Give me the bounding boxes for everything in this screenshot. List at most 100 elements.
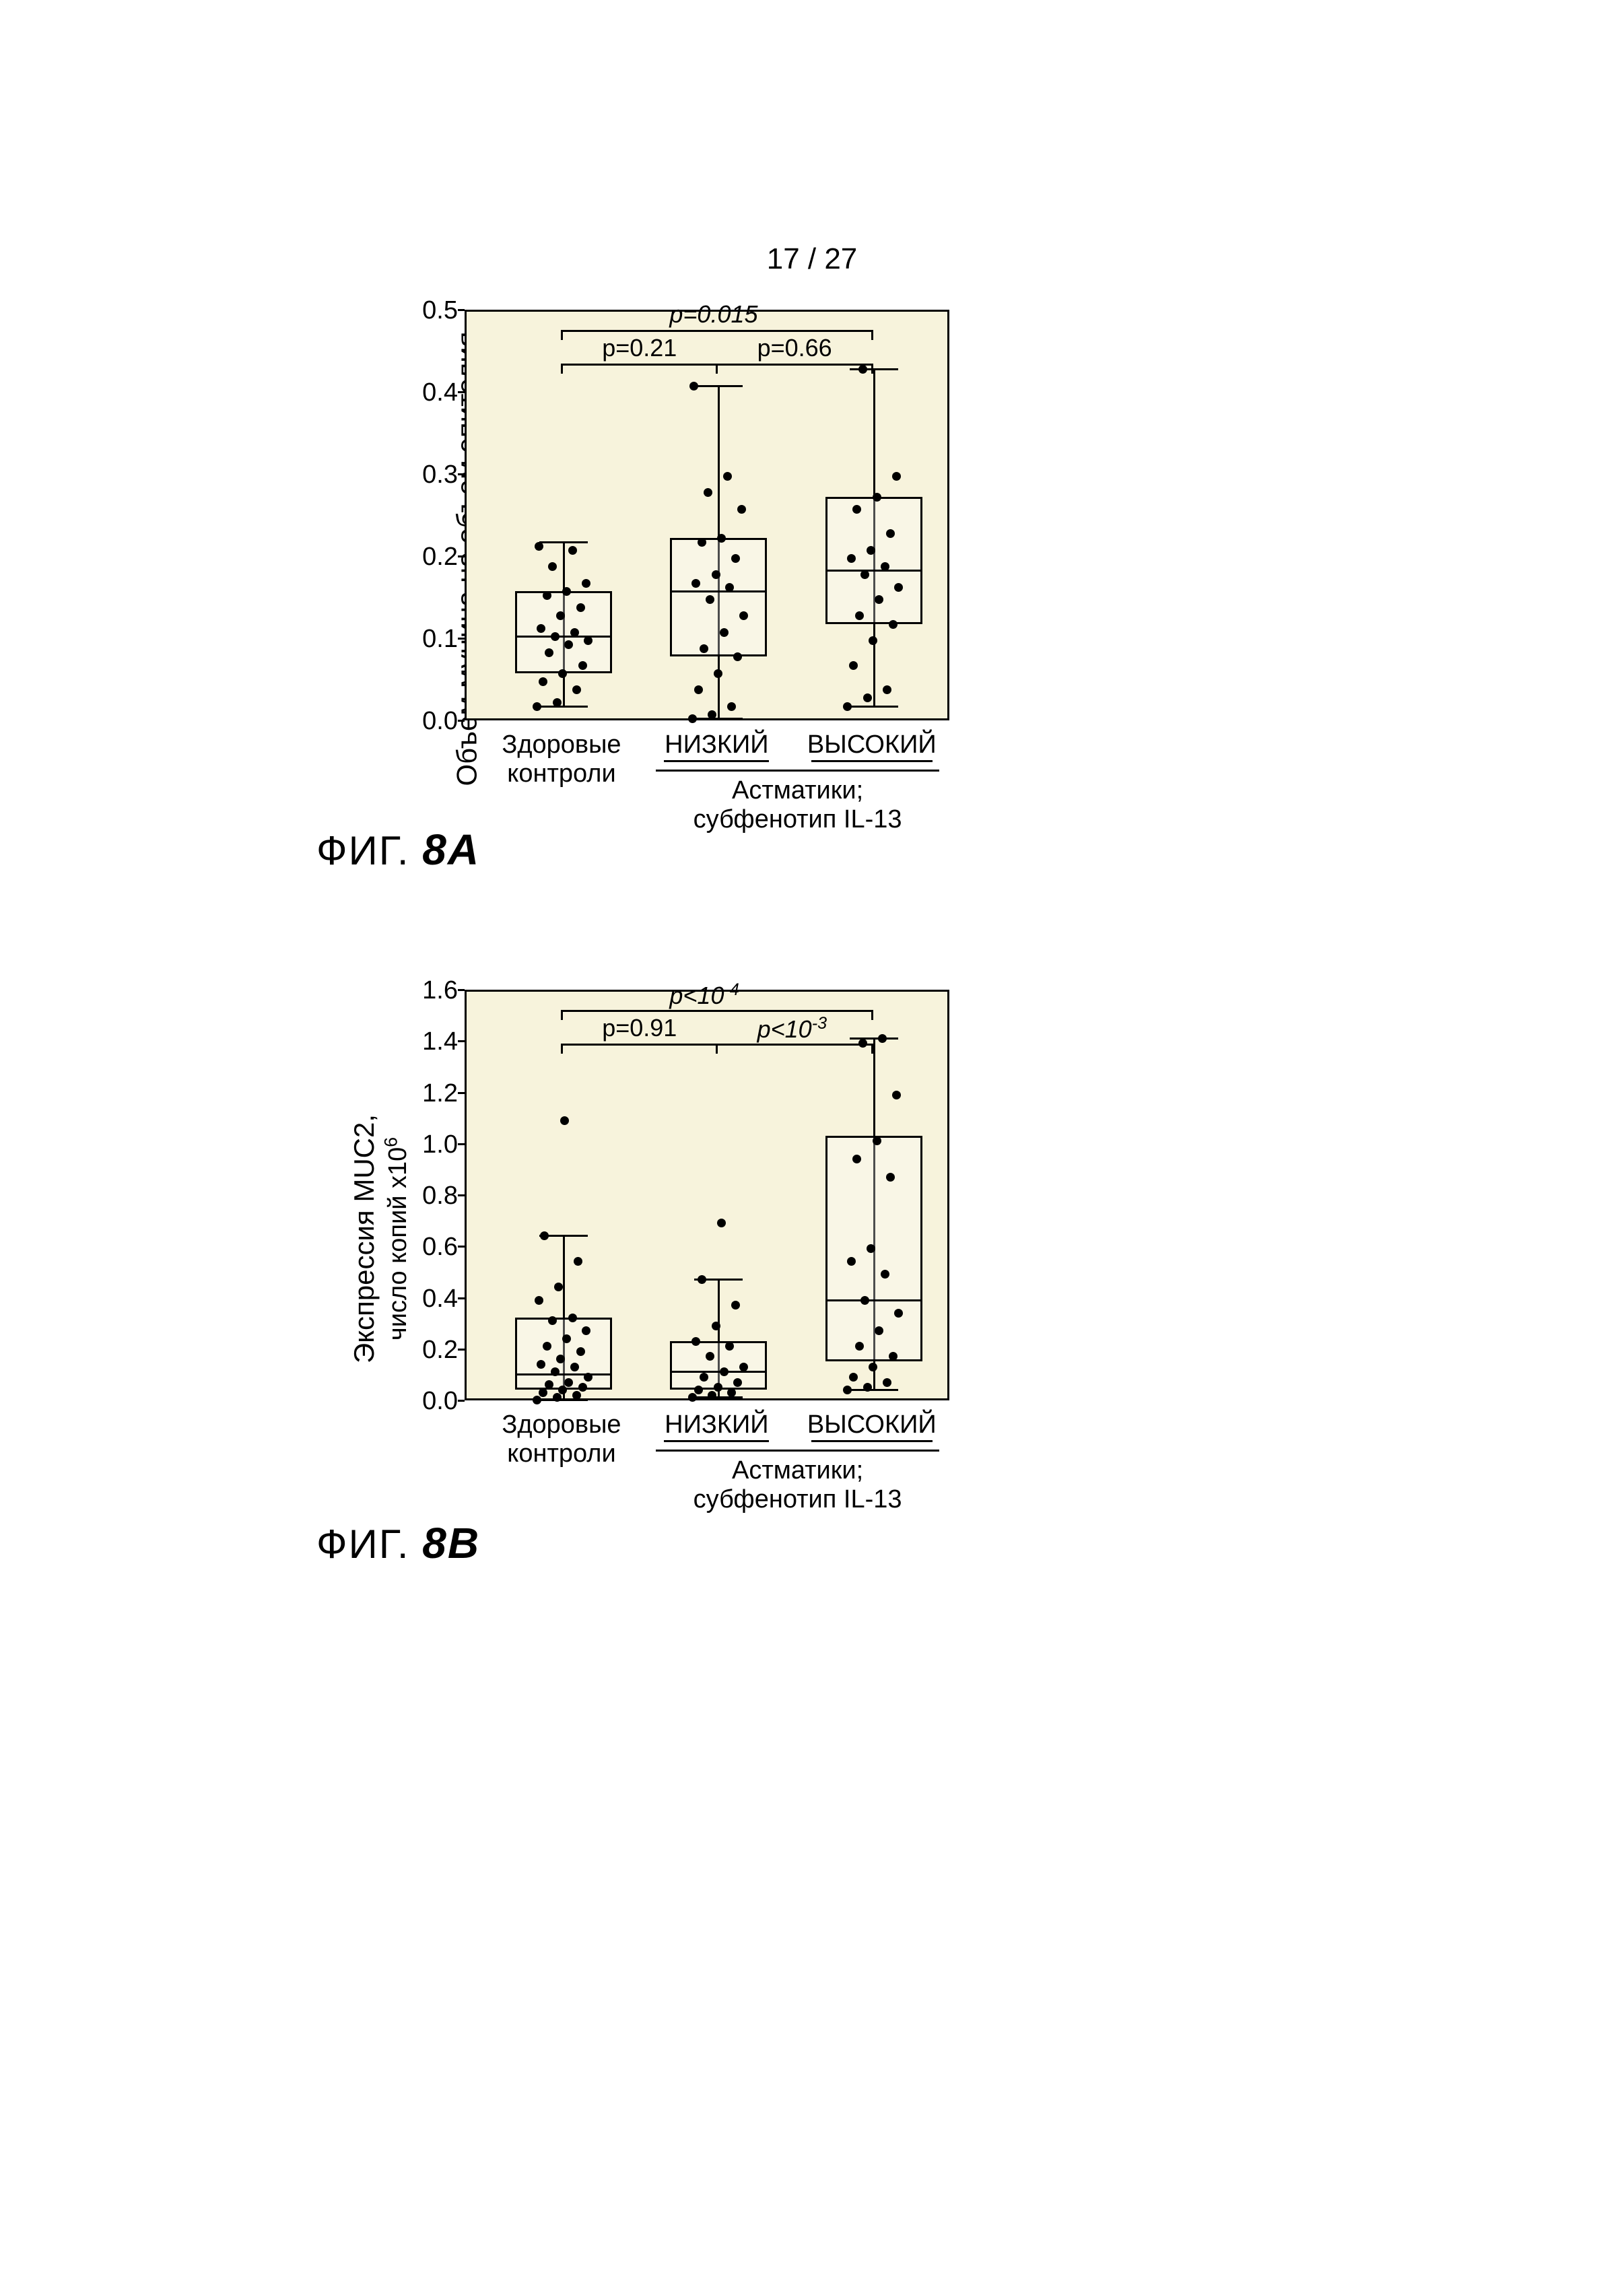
data-point — [717, 1219, 726, 1227]
data-point — [539, 1388, 547, 1397]
fig-b-ylabel-line2: число копий x106 — [384, 1137, 412, 1340]
data-point — [739, 1363, 748, 1371]
ytick-mark — [458, 638, 465, 640]
pvalue-bar — [562, 364, 716, 366]
data-point — [720, 1367, 729, 1376]
figure-8b-chart: Экспрессия MUC2, число копий x106 0.00.2… — [316, 983, 990, 1495]
ytick-mark — [458, 720, 465, 722]
data-point — [733, 652, 742, 661]
data-point — [723, 472, 732, 481]
whisker-cap — [850, 706, 898, 708]
ytick-mark — [458, 1143, 465, 1145]
data-point — [578, 661, 587, 670]
pvalue-bar — [716, 1044, 871, 1046]
pvalue-right: p=0.66 — [757, 334, 832, 362]
ytick-label: 1.4 — [417, 1027, 458, 1056]
data-point — [562, 587, 571, 596]
data-point — [886, 1173, 895, 1182]
pvalue-bar — [562, 330, 872, 332]
data-point — [717, 534, 726, 543]
pvalue-left: p=0.91 — [602, 1014, 677, 1042]
data-point — [540, 1231, 549, 1240]
ytick-mark — [458, 1246, 465, 1248]
ytick-label: 0.6 — [417, 1233, 458, 1262]
box — [825, 497, 922, 624]
data-point — [551, 632, 560, 641]
group-bracket — [656, 770, 939, 772]
pvalue-tick — [561, 364, 563, 374]
data-point — [704, 488, 712, 497]
pvalue-overall: p<10-4 — [669, 980, 739, 1010]
whisker-cap — [539, 1399, 588, 1401]
data-point — [847, 554, 856, 563]
data-point — [889, 1352, 898, 1361]
median-line — [825, 570, 922, 572]
data-point — [843, 702, 852, 711]
data-point — [537, 1360, 545, 1369]
fig-a-label-suffix: 8A — [422, 825, 480, 874]
figure-8a-label: ФИГ. 8A — [316, 825, 480, 875]
data-point — [708, 710, 716, 719]
ytick-label: 0.5 — [417, 296, 458, 325]
median-line — [515, 1373, 612, 1375]
underline — [664, 1440, 769, 1442]
data-point — [725, 583, 734, 592]
pvalue-tick — [716, 1044, 718, 1054]
ytick-label: 0.8 — [417, 1182, 458, 1211]
whisker-cap — [694, 385, 743, 387]
x-sublabel: Астматики;субфенотип IL-13 — [642, 1456, 952, 1514]
whisker-cap — [694, 1396, 743, 1398]
ytick-label: 1.0 — [417, 1130, 458, 1159]
data-point — [858, 365, 867, 374]
box — [515, 591, 612, 673]
ytick-mark — [458, 1040, 465, 1042]
data-point — [892, 1091, 901, 1099]
data-point — [548, 562, 557, 571]
data-point — [574, 1257, 582, 1266]
data-point — [727, 702, 736, 711]
data-point — [881, 562, 889, 571]
fig-a-plot-area — [465, 310, 949, 720]
data-point — [733, 1378, 742, 1387]
data-point — [543, 591, 551, 600]
page-number: 17 / 27 — [767, 242, 858, 276]
data-point — [570, 1363, 579, 1371]
data-point — [570, 628, 579, 637]
figure-8b-label: ФИГ. 8B — [316, 1518, 480, 1568]
ytick-mark — [458, 473, 465, 475]
whisker-cap — [850, 1038, 898, 1040]
data-point — [869, 1363, 877, 1371]
data-point — [694, 1386, 703, 1394]
fig-b-ylabel-line1: Экспрессия MUC2, — [348, 1114, 380, 1363]
x-category-high: ВЫСОКИЙ — [805, 730, 939, 759]
data-point — [883, 1378, 891, 1387]
data-point — [568, 1314, 577, 1322]
data-point — [714, 1383, 722, 1392]
pvalue-bar — [562, 1010, 872, 1012]
data-point — [731, 1301, 740, 1309]
underline — [664, 760, 769, 762]
data-point — [737, 505, 746, 514]
data-point — [694, 685, 703, 694]
data-point — [708, 1391, 716, 1400]
pvalue-tick — [871, 1010, 873, 1020]
x-category-low: НИЗКИЙ — [656, 730, 777, 759]
data-point — [714, 669, 722, 678]
data-point — [554, 1283, 563, 1291]
x-category-healthy: Здоровыеконтроли — [487, 1410, 636, 1468]
data-point — [869, 636, 877, 645]
ytick-mark — [458, 1194, 465, 1196]
data-point — [576, 603, 585, 612]
ytick-mark — [458, 555, 465, 557]
box — [670, 538, 767, 657]
data-point — [582, 579, 590, 588]
ytick-label: 0.0 — [417, 707, 458, 736]
pvalue-tick — [871, 330, 873, 340]
box — [670, 1341, 767, 1390]
ytick-mark — [458, 1297, 465, 1299]
group-bracket — [656, 1450, 939, 1452]
ytick-label: 1.2 — [417, 1079, 458, 1108]
data-point — [551, 1367, 560, 1376]
fig-b-label-prefix: ФИГ. — [316, 1522, 410, 1567]
data-point — [892, 472, 901, 481]
